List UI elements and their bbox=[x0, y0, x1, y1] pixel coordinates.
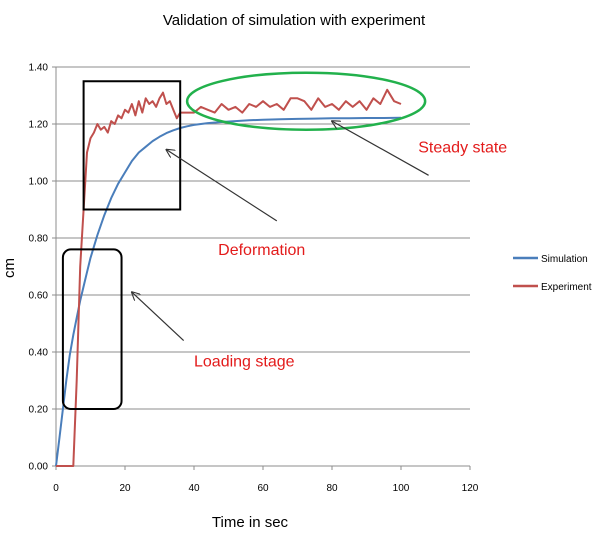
gridlines bbox=[56, 66, 470, 410]
y-tick-label: 0.00 bbox=[29, 462, 49, 473]
deformation-box bbox=[82, 80, 182, 211]
x-tick-label: 60 bbox=[257, 483, 269, 494]
x-tick-label: 20 bbox=[119, 483, 131, 494]
y-tick-label: 1.00 bbox=[29, 177, 49, 188]
deformation-label: Deformation bbox=[218, 242, 305, 259]
y-tick-label: 0.20 bbox=[29, 405, 49, 416]
x-tick-label: 100 bbox=[393, 483, 410, 494]
y-tick-label: 0.80 bbox=[29, 234, 49, 245]
x-tick-label: 0 bbox=[53, 483, 59, 494]
y-axis-title: cm bbox=[1, 258, 18, 278]
x-tick-label: 120 bbox=[462, 483, 479, 494]
x-tick-label: 80 bbox=[326, 483, 338, 494]
x-axis-title: Time in sec bbox=[212, 514, 289, 531]
steady-state-arrow bbox=[332, 121, 429, 176]
steady-state-ellipse bbox=[185, 71, 427, 131]
annotations: Steady state Deformation Loading stage bbox=[61, 71, 507, 410]
y-tick-label: 1.40 bbox=[29, 63, 49, 74]
legend-label-experiment: Experiment bbox=[541, 282, 592, 293]
chart-title: Validation of simulation with experiment bbox=[163, 12, 426, 29]
x-tick-label: 40 bbox=[188, 483, 200, 494]
legend-label-simulation: Simulation bbox=[541, 254, 588, 265]
loading-stage-box bbox=[61, 248, 123, 410]
legend: Simulation Experiment bbox=[513, 254, 592, 293]
loading-stage-label: Loading stage bbox=[194, 353, 295, 370]
y-tick-label: 0.60 bbox=[29, 291, 49, 302]
y-tick-label: 0.40 bbox=[29, 348, 49, 359]
loading-stage-arrow bbox=[132, 292, 185, 342]
axes: 0.00 0.20 0.40 0.60 0.80 1.00 1.20 1.40 0 20 40 60 8… bbox=[29, 63, 479, 495]
series-line-simulation bbox=[55, 116, 402, 467]
y-tick-label: 1.20 bbox=[29, 120, 49, 131]
steady-state-label: Steady state bbox=[418, 140, 507, 157]
deformation-arrow bbox=[166, 150, 278, 222]
